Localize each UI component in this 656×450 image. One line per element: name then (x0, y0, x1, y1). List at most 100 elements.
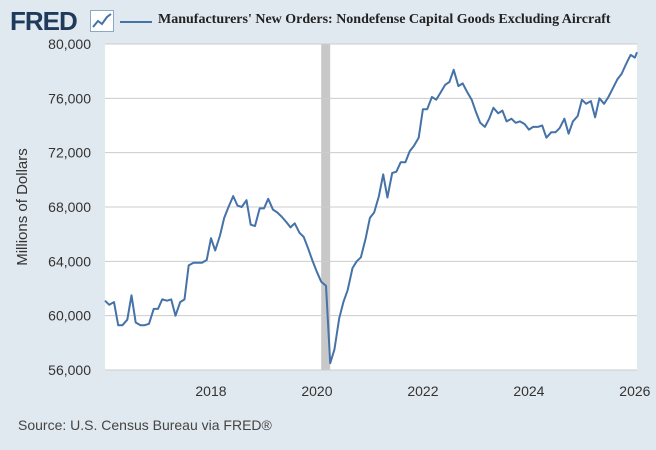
data-point[interactable] (276, 211, 278, 213)
data-point[interactable] (338, 317, 340, 319)
data-point[interactable] (298, 232, 300, 234)
fred-logo[interactable]: FRED (10, 6, 78, 36)
data-point[interactable] (312, 260, 314, 262)
data-point[interactable] (333, 349, 335, 351)
data-point[interactable] (590, 100, 592, 102)
data-point[interactable] (144, 324, 146, 326)
data-point[interactable] (625, 63, 627, 65)
data-point[interactable] (104, 300, 106, 302)
data-point[interactable] (541, 125, 543, 127)
data-point[interactable] (431, 96, 433, 98)
data-point[interactable] (528, 129, 530, 131)
data-point[interactable] (404, 161, 406, 163)
data-point[interactable] (515, 122, 517, 124)
data-point[interactable] (598, 97, 600, 99)
data-point[interactable] (303, 236, 305, 238)
data-point[interactable] (307, 247, 309, 249)
data-point[interactable] (439, 92, 441, 94)
data-point[interactable] (135, 321, 137, 323)
data-point[interactable] (157, 308, 159, 310)
data-point[interactable] (466, 91, 468, 93)
data-point[interactable] (245, 199, 247, 201)
data-point[interactable] (241, 206, 243, 208)
data-point[interactable] (325, 285, 327, 287)
data-point[interactable] (365, 237, 367, 239)
data-point[interactable] (581, 99, 583, 101)
data-point[interactable] (161, 298, 163, 300)
data-point[interactable] (227, 206, 229, 208)
data-point[interactable] (572, 120, 574, 122)
data-point[interactable] (153, 308, 155, 310)
data-point[interactable] (563, 118, 565, 120)
data-point[interactable] (197, 262, 199, 264)
data-point[interactable] (280, 216, 282, 218)
data-point[interactable] (400, 161, 402, 163)
data-point[interactable] (378, 195, 380, 197)
data-point[interactable] (369, 217, 371, 219)
data-point[interactable] (422, 108, 424, 110)
data-point[interactable] (462, 82, 464, 84)
data-point[interactable] (471, 99, 473, 101)
data-point[interactable] (214, 249, 216, 251)
data-point[interactable] (320, 281, 322, 283)
data-point[interactable] (250, 224, 252, 226)
data-point[interactable] (206, 259, 208, 261)
data-point[interactable] (448, 81, 450, 83)
data-point[interactable] (382, 173, 384, 175)
data-point[interactable] (519, 120, 521, 122)
data-point[interactable] (285, 221, 287, 223)
data-point[interactable] (488, 118, 490, 120)
data-point[interactable] (140, 324, 142, 326)
data-point[interactable] (117, 324, 119, 326)
data-point[interactable] (210, 237, 212, 239)
data-point[interactable] (391, 172, 393, 174)
data-point[interactable] (621, 73, 623, 75)
data-point[interactable] (453, 69, 455, 71)
data-point[interactable] (130, 294, 132, 296)
data-point[interactable] (612, 88, 614, 90)
data-point[interactable] (329, 362, 331, 364)
data-point[interactable] (113, 301, 115, 303)
data-point[interactable] (192, 262, 194, 264)
data-point[interactable] (148, 323, 150, 325)
data-point[interactable] (267, 198, 269, 200)
data-point[interactable] (174, 315, 176, 317)
data-point[interactable] (166, 300, 168, 302)
data-point[interactable] (492, 107, 494, 109)
data-point[interactable] (506, 120, 508, 122)
data-point[interactable] (386, 196, 388, 198)
data-point[interactable] (603, 103, 605, 105)
data-point[interactable] (524, 123, 526, 125)
data-point[interactable] (444, 84, 446, 86)
data-point[interactable] (537, 126, 539, 128)
data-point[interactable] (409, 150, 411, 152)
data-point[interactable] (183, 298, 185, 300)
data-point[interactable] (316, 271, 318, 273)
data-point[interactable] (554, 131, 556, 133)
data-point[interactable] (179, 301, 181, 303)
data-point[interactable] (342, 301, 344, 303)
data-point[interactable] (568, 133, 570, 135)
data-point[interactable] (636, 51, 638, 53)
data-point[interactable] (418, 137, 420, 139)
data-point[interactable] (630, 54, 632, 56)
data-point[interactable] (232, 195, 234, 197)
data-point[interactable] (356, 260, 358, 262)
data-point[interactable] (351, 267, 353, 269)
data-point[interactable] (395, 171, 397, 173)
data-point[interactable] (510, 118, 512, 120)
data-point[interactable] (501, 110, 503, 112)
data-point[interactable] (616, 78, 618, 80)
data-point[interactable] (634, 57, 636, 59)
data-point[interactable] (223, 217, 225, 219)
data-point[interactable] (545, 137, 547, 139)
data-point[interactable] (126, 319, 128, 321)
data-point[interactable] (457, 85, 459, 87)
data-point[interactable] (413, 145, 415, 147)
data-point[interactable] (559, 127, 561, 129)
data-point[interactable] (435, 99, 437, 101)
data-point[interactable] (254, 225, 256, 227)
data-point[interactable] (497, 112, 499, 114)
data-point[interactable] (532, 126, 534, 128)
data-point[interactable] (594, 116, 596, 118)
